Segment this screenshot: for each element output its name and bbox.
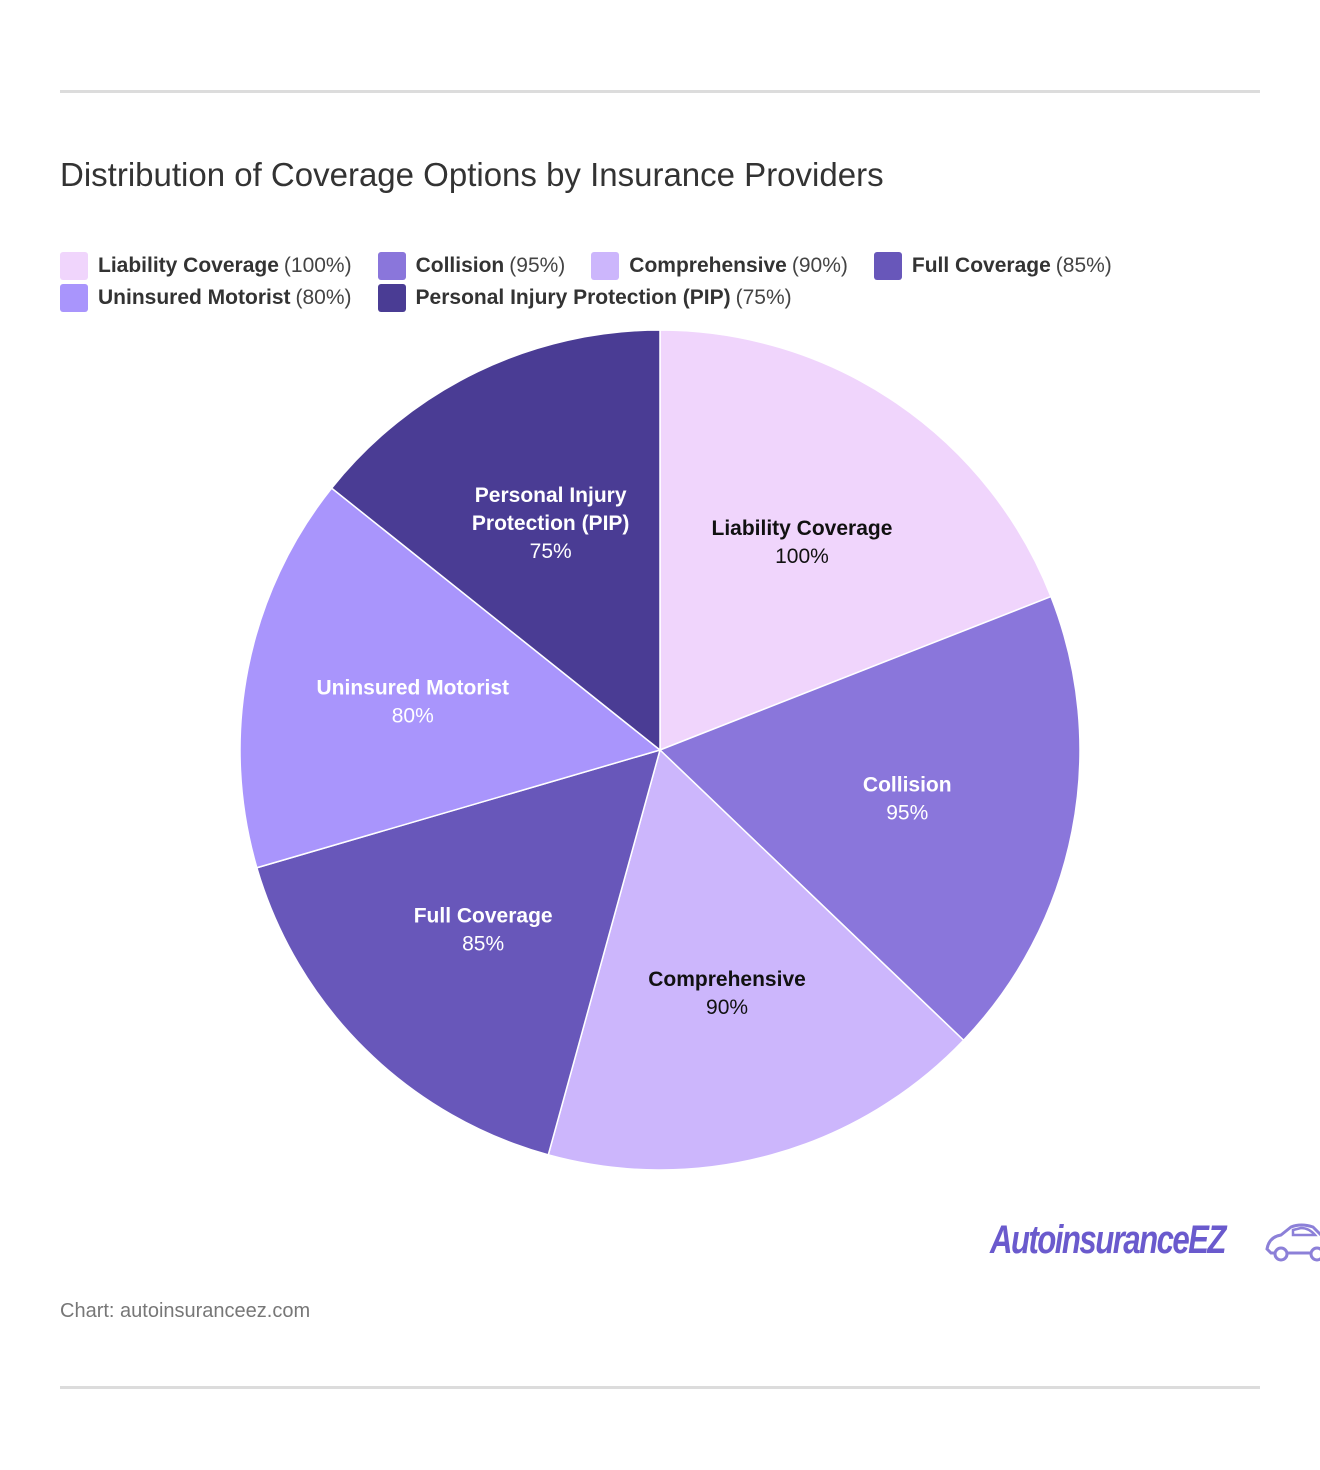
legend-swatch xyxy=(591,252,620,280)
slice-label: Protection (PIP) xyxy=(472,512,630,535)
legend-value: (90%) xyxy=(791,254,848,277)
legend-label: Uninsured Motorist xyxy=(98,286,291,309)
legend-row: Liability Coverage (100%) Collision (95%… xyxy=(60,250,1260,282)
slice-label: Comprehensive xyxy=(648,968,806,991)
slice-value: 85% xyxy=(462,933,504,956)
slice-label: Uninsured Motorist xyxy=(317,676,510,699)
legend-label: Comprehensive xyxy=(629,254,787,277)
legend-label: Personal Injury Protection (PIP) xyxy=(415,286,731,309)
bottom-divider xyxy=(60,1386,1260,1389)
legend-item-liability-coverage[interactable]: Liability Coverage (100%) xyxy=(60,252,352,280)
pie-chart: Liability Coverage 100% Collision 95% Compre… xyxy=(239,329,1081,1171)
slice-label-group: Comprehensive 90% xyxy=(648,968,806,1019)
slice-label-group: Collision 95% xyxy=(863,774,952,825)
slice-value: 80% xyxy=(392,704,434,727)
slice-value: 100% xyxy=(775,545,829,568)
top-divider xyxy=(60,90,1260,93)
legend-swatch xyxy=(60,284,88,312)
slice-label-group: Liability Coverage 100% xyxy=(712,517,893,568)
legend-item-collision[interactable]: Collision (95%) xyxy=(377,252,566,280)
legend-label: Full Coverage xyxy=(911,254,1051,277)
legend-value: (75%) xyxy=(735,286,792,309)
legend-label: Collision xyxy=(415,254,505,277)
legend-value: (85%) xyxy=(1055,254,1112,277)
slice-label: Liability Coverage xyxy=(712,517,893,540)
legend-swatch xyxy=(377,284,406,312)
slice-label: Collision xyxy=(863,774,952,797)
legend-swatch xyxy=(377,252,406,280)
legend-swatch xyxy=(60,252,88,280)
legend-row: Uninsured Motorist (80%) Personal Injury… xyxy=(60,282,1260,314)
slice-value: 75% xyxy=(530,540,572,563)
slice-label-group: Uninsured Motorist 80% xyxy=(317,676,510,727)
legend-item-comprehensive[interactable]: Comprehensive (90%) xyxy=(591,252,848,280)
car-icon xyxy=(1265,1223,1320,1261)
slice-value: 90% xyxy=(706,996,748,1019)
legend-value: (95%) xyxy=(509,254,566,277)
legend-item-full-coverage[interactable]: Full Coverage (85%) xyxy=(873,252,1112,280)
pie-slice-personal-injury-protection-pip[interactable] xyxy=(330,329,661,752)
logo-wordmark: AutoinsuranceEZ xyxy=(990,1218,1226,1262)
slice-label-group: Personal Injury Protection (PIP) 75% xyxy=(472,484,630,563)
slice-value: 95% xyxy=(886,802,928,825)
legend-value: (80%) xyxy=(295,286,352,309)
legend-value: (100%) xyxy=(283,254,352,277)
slice-label-group: Full Coverage 85% xyxy=(414,905,553,956)
pie-slice-comprehensive[interactable] xyxy=(547,748,965,1171)
pie-slice-uninsured-motorist[interactable] xyxy=(239,487,662,869)
chart-source: Chart: autoinsuranceez.com xyxy=(60,1300,311,1322)
chart-legend: Liability Coverage (100%) Collision (95%… xyxy=(60,250,1260,314)
pie-slice-liability-coverage[interactable] xyxy=(659,329,1052,752)
slice-label: Personal Injury xyxy=(475,484,627,507)
chart-title: Distribution of Coverage Options by Insu… xyxy=(60,156,884,193)
legend-label: Liability Coverage xyxy=(98,254,279,277)
pie-slice-collision[interactable] xyxy=(658,595,1081,1042)
slice-label: Full Coverage xyxy=(414,905,553,928)
brand-logo: AutoinsuranceEZ xyxy=(990,1218,1320,1263)
legend-swatch xyxy=(873,252,902,280)
legend-item-pip[interactable]: Personal Injury Protection (PIP) (75%) xyxy=(377,284,792,312)
legend-item-uninsured-motorist[interactable]: Uninsured Motorist (80%) xyxy=(60,284,352,312)
pie-slice-full-coverage[interactable] xyxy=(255,748,662,1156)
